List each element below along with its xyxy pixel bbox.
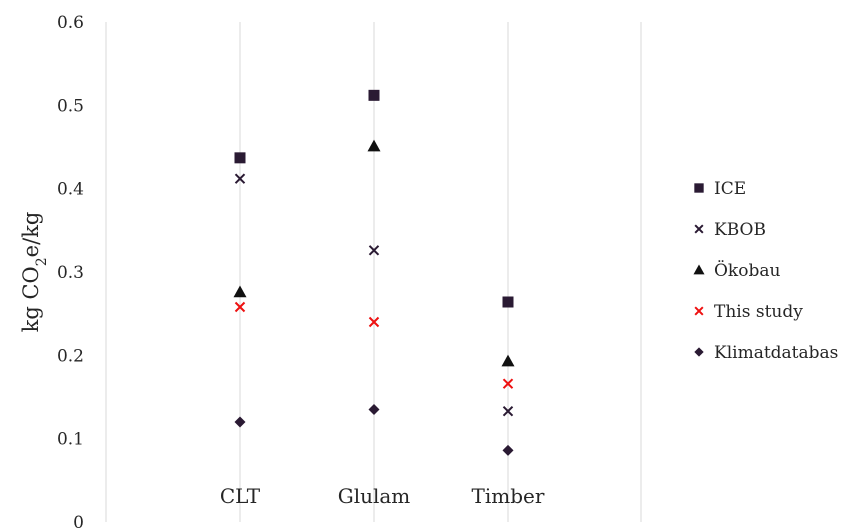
y-tick-label: 0.5 (57, 96, 84, 116)
point--kobau-timber (501, 354, 515, 367)
legend-label-ice: ICE (714, 179, 746, 199)
y-tick-label: 0.6 (57, 13, 84, 33)
legend-marker-klimatdatabas (694, 347, 704, 357)
point-this-study-clt (234, 301, 246, 313)
legend-label-klimatdatabas: Klimatdatabas (714, 343, 838, 363)
vertical-gridlines (239, 22, 509, 522)
point-klimatdatabas-timber (502, 444, 514, 456)
category-label-timber: Timber (472, 484, 545, 508)
point-kbob-glulam (368, 245, 380, 256)
legend-marker-ice (694, 183, 704, 193)
point-kbob-clt (234, 173, 246, 184)
legend: ICE KBOB Ökobau This study Klimatdatabas (693, 179, 838, 363)
point-kbob-timber (502, 405, 514, 417)
point-this-study-glulam (368, 316, 380, 328)
point-klimatdatabas-clt (234, 416, 246, 428)
y-tick-label: 0.1 (57, 430, 84, 450)
point-ice-clt (234, 152, 246, 164)
point-ice-glulam (368, 89, 380, 101)
legend-marker-this-study (694, 306, 704, 316)
point-klimatdatabas-glulam (368, 404, 380, 415)
legend-marker-kbob (694, 224, 704, 234)
category-label-clt: CLT (220, 484, 261, 508)
point-ice-timber (502, 296, 514, 308)
y-axis-label: kg CO2e/kg (19, 212, 50, 333)
point-this-study-timber (502, 378, 514, 389)
y-axis-ticks: 0 0.1 0.2 0.3 0.4 0.5 0.6 (57, 13, 84, 530)
category-labels: CLT Glulam Timber (220, 484, 545, 508)
y-tick-label: 0 (73, 513, 84, 530)
data-points (233, 89, 515, 456)
category-label-glulam: Glulam (338, 484, 411, 508)
point--kobau-glulam (367, 139, 381, 152)
y-tick-label: 0.4 (57, 180, 84, 200)
legend-label--kobau: Ökobau (714, 260, 780, 281)
point--kobau-clt (233, 285, 247, 298)
legend-label-this-study: This study (714, 302, 803, 322)
legend-marker--kobau (693, 264, 705, 275)
y-tick-label: 0.2 (57, 346, 84, 366)
y-tick-label: 0.3 (57, 263, 84, 283)
legend-label-kbob: KBOB (714, 220, 766, 240)
